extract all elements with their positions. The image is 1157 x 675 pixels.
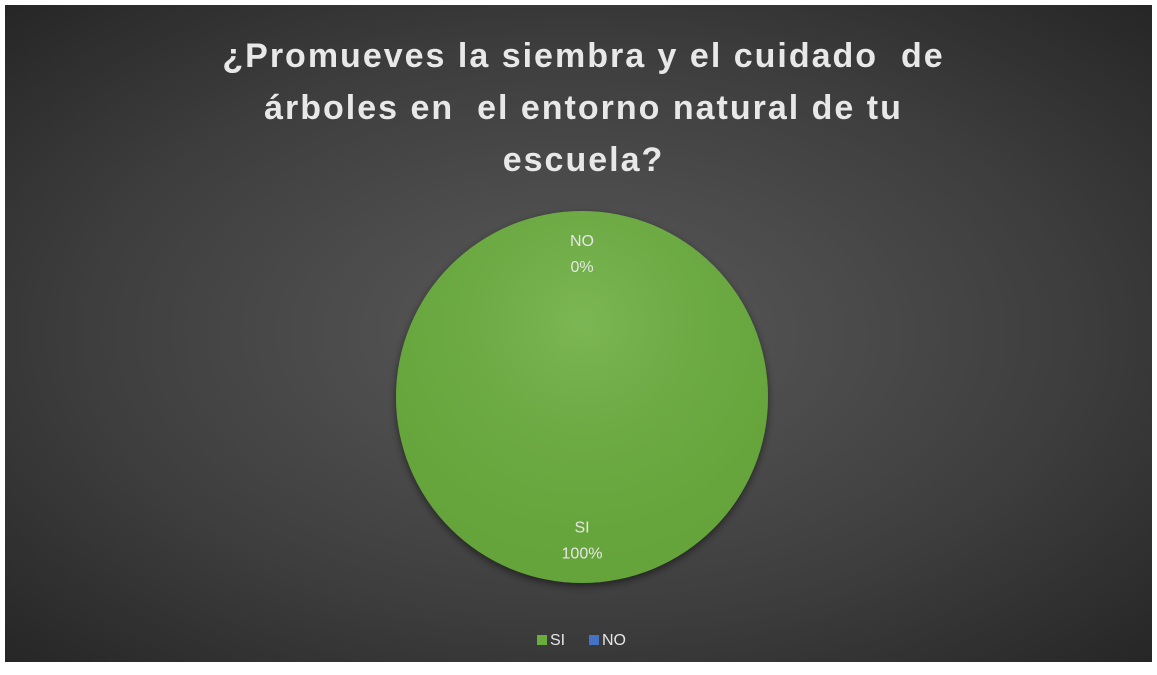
legend-label: NO [602,632,626,649]
slice-value-label: 0% [570,259,593,276]
slice-value-label: 100% [562,545,603,562]
legend-label: SI [550,632,565,649]
legend-swatch [537,635,547,645]
chart-title: ¿Promueves la siembra y el cuidado de ár… [222,37,945,179]
legend-swatch [589,635,599,645]
slice-category-label: SI [574,519,589,536]
slice-category-label: NO [570,233,594,250]
